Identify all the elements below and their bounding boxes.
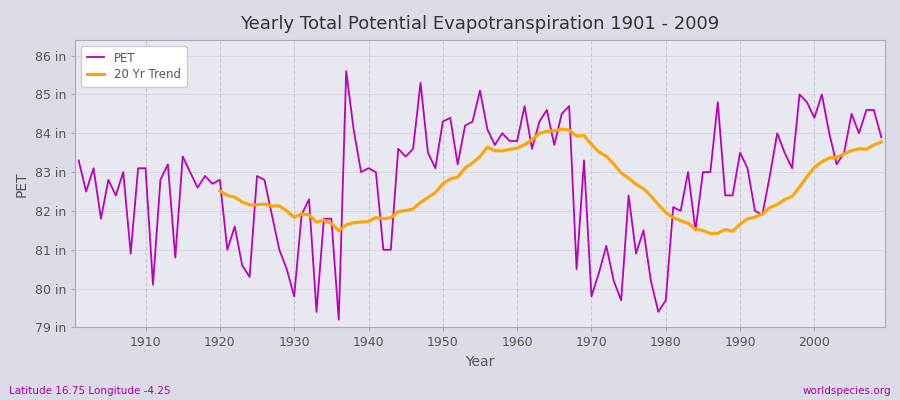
- 20 Yr Trend: [214, 188, 225, 193]
- 20 Yr Trend: [556, 127, 567, 132]
- X-axis label: Year: Year: [465, 355, 495, 369]
- Y-axis label: PET: PET: [15, 171, 29, 196]
- 20 Yr Trend: [705, 231, 716, 236]
- PET: [132, 166, 143, 171]
- Title: Yearly Total Potential Evapotranspiration 1901 - 2009: Yearly Total Potential Evapotranspiratio…: [240, 15, 720, 33]
- PET: [876, 135, 886, 140]
- 20 Yr Trend: [415, 200, 426, 205]
- Text: Latitude 16.75 Longitude -4.25: Latitude 16.75 Longitude -4.25: [9, 386, 171, 396]
- Text: worldspecies.org: worldspecies.org: [803, 386, 891, 396]
- Legend: PET, 20 Yr Trend: PET, 20 Yr Trend: [81, 46, 187, 87]
- PET: [526, 146, 537, 151]
- Line: PET: PET: [78, 71, 881, 320]
- 20 Yr Trend: [876, 140, 886, 144]
- PET: [616, 298, 626, 303]
- 20 Yr Trend: [303, 212, 314, 217]
- 20 Yr Trend: [794, 185, 805, 190]
- 20 Yr Trend: [683, 221, 694, 226]
- PET: [519, 104, 530, 108]
- PET: [356, 170, 366, 174]
- Line: 20 Yr Trend: 20 Yr Trend: [220, 129, 881, 234]
- 20 Yr Trend: [779, 197, 790, 202]
- PET: [73, 158, 84, 163]
- PET: [341, 69, 352, 74]
- PET: [333, 317, 344, 322]
- PET: [296, 212, 307, 217]
- 20 Yr Trend: [861, 147, 872, 152]
